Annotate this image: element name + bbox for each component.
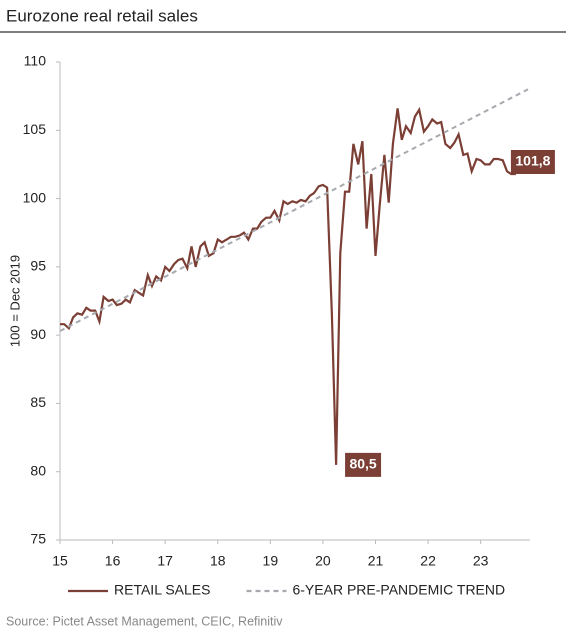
y-tick-label: 105	[23, 121, 47, 137]
value-label-box	[510, 149, 555, 174]
x-tick-label: 18	[210, 553, 226, 569]
y-tick-label: 110	[24, 53, 47, 69]
y-tick-label: 100	[23, 189, 47, 205]
x-tick-label: 17	[157, 553, 173, 569]
legend-label: 6-YEAR PRE-PANDEMIC TREND	[292, 582, 505, 598]
x-tick-label: 20	[315, 553, 331, 569]
y-tick-label: 80	[30, 462, 46, 478]
y-tick-label: 90	[30, 326, 46, 342]
chart-title: Eurozone real retail sales	[6, 6, 198, 25]
x-tick-label: 21	[368, 553, 384, 569]
y-tick-label: 85	[30, 394, 46, 410]
value-label: 101,8	[515, 153, 550, 169]
x-tick-label: 19	[263, 553, 279, 569]
y-axis-label: 100 = Dec 2019	[7, 255, 22, 347]
value-label: 80,5	[349, 456, 376, 472]
legend-label: RETAIL SALES	[114, 582, 210, 598]
source: Source: Pictet Asset Management, CEIC, R…	[6, 614, 283, 628]
y-tick-label: 75	[30, 531, 46, 547]
x-tick-label: 16	[105, 553, 121, 569]
x-tick-label: 22	[420, 553, 436, 569]
y-tick-label: 95	[30, 258, 46, 274]
value-label-box	[345, 452, 382, 477]
x-tick-label: 23	[473, 553, 489, 569]
x-tick-label: 15	[52, 553, 68, 569]
series-line	[59, 88, 529, 332]
series-line	[60, 106, 516, 465]
